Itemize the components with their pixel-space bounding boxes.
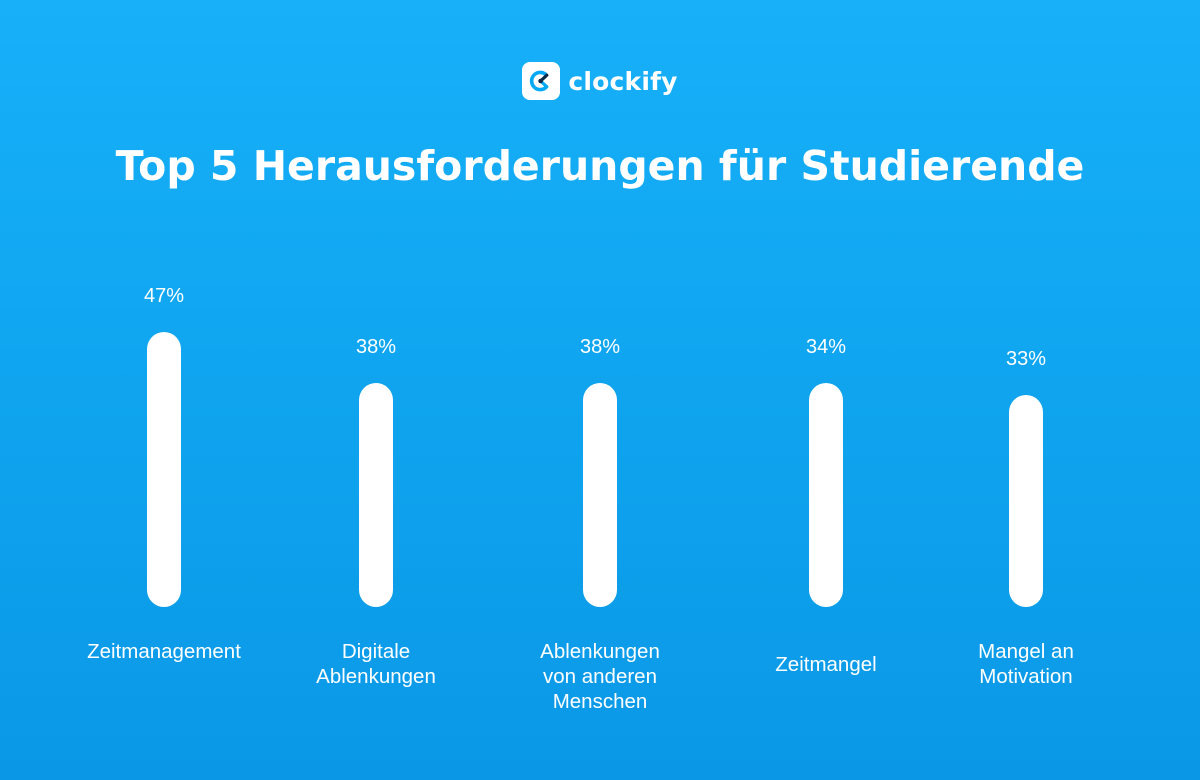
category-label-4: Mangel an Motivation <box>978 640 1074 688</box>
chart-title: Top 5 Herausforderungen für Studierende <box>115 142 1085 190</box>
bar-3 <box>809 383 843 607</box>
category-label-3: Zeitmangel <box>775 653 877 676</box>
clockify-logo-icon <box>522 62 561 100</box>
bar-value-label-2: 38% <box>580 336 620 358</box>
bar-2 <box>583 383 617 607</box>
category-label-2: Ablenkungen von anderen Menschen <box>540 640 660 713</box>
category-label-0: Zeitmanagement <box>87 640 241 663</box>
bar-value-label-4: 33% <box>1006 348 1046 370</box>
bar-0 <box>147 332 181 607</box>
bar-1 <box>359 383 393 607</box>
brand-name: clockify <box>568 66 678 96</box>
brand-logo: clockify <box>0 62 1200 100</box>
bar-4 <box>1009 395 1043 607</box>
bar-value-label-1: 38% <box>356 336 396 358</box>
bar-value-label-3: 34% <box>806 336 846 358</box>
category-label-1: Digitale Ablenkungen <box>316 640 436 688</box>
bar-value-label-0: 47% <box>144 285 184 307</box>
